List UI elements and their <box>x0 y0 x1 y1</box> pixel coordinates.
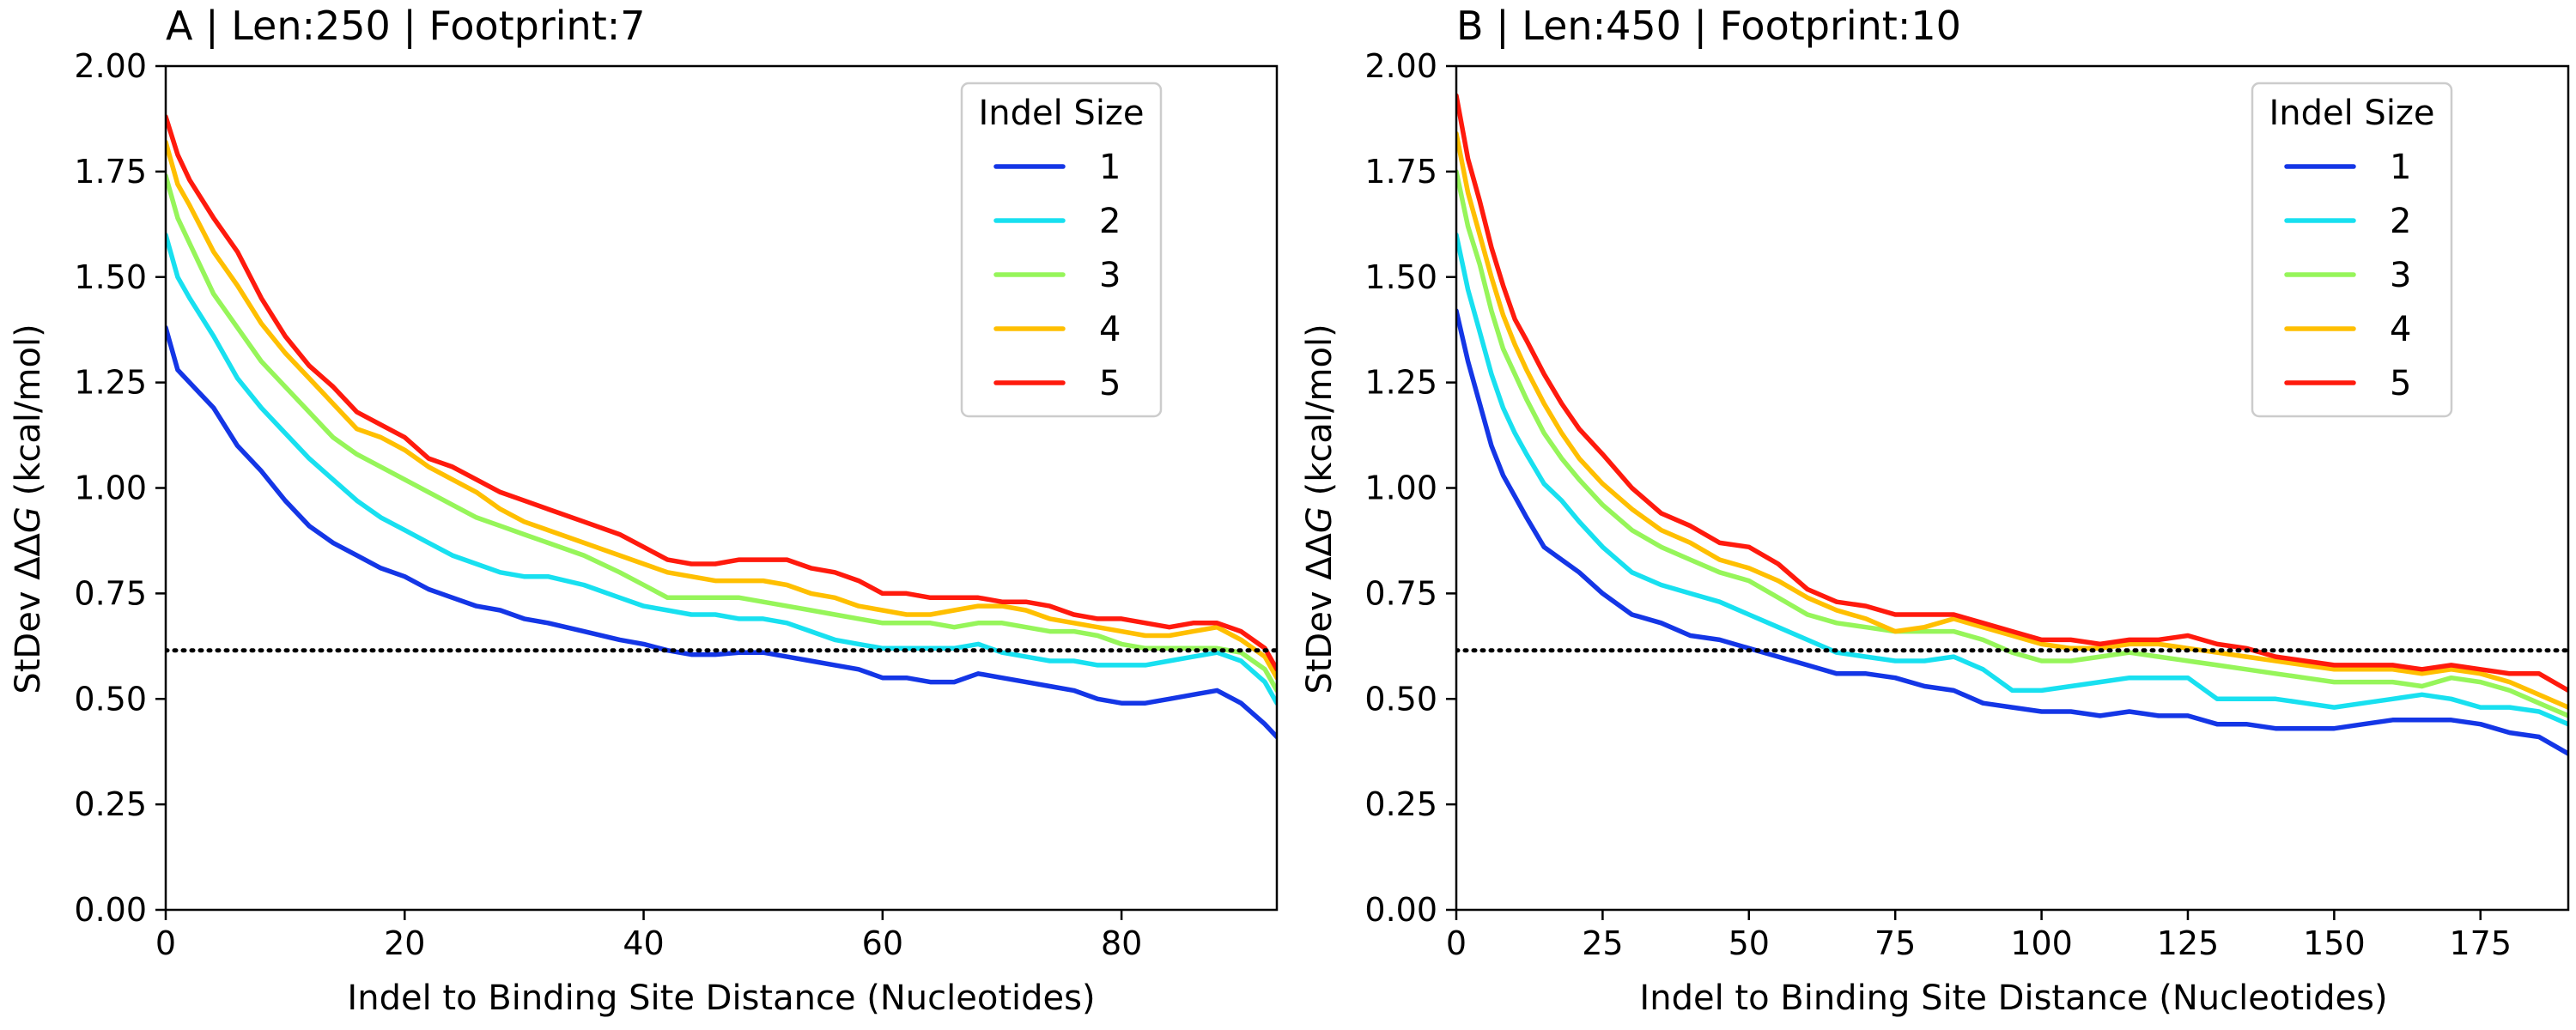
x-tick-label: 80 <box>1101 924 1142 962</box>
series-line-2 <box>166 232 1277 706</box>
y-tick-label: 1.25 <box>74 364 147 402</box>
y-tick-label: 0.75 <box>1364 574 1437 612</box>
legend-label: 3 <box>2390 256 2411 295</box>
chart-title: B | Len:450 | Footprint:10 <box>1456 3 1961 50</box>
axes-layer: 0 25 50 75 100 125 150 1750.000.250.500.751.001… <box>1364 47 2570 962</box>
series-line-3 <box>166 173 1277 694</box>
x-axis-label: Indel to Binding Site Distance (Nucleoti… <box>347 978 1095 1018</box>
y-axis-label-variable: G <box>9 506 48 533</box>
x-tick-label: 175 <box>2449 924 2512 962</box>
y-tick-label: 0.00 <box>74 891 147 929</box>
y-tick-label: 1.00 <box>1364 470 1437 507</box>
y-tick-label: 1.50 <box>1364 258 1437 296</box>
legend-label: 4 <box>2390 310 2411 349</box>
y-tick-label: 0.25 <box>74 785 147 823</box>
legend: Indel Size 1 2 3 4 5 <box>2251 82 2453 418</box>
legend-title: Indel Size <box>2269 94 2434 133</box>
y-tick-label: 1.75 <box>74 153 147 191</box>
y-axis-label-unit: (kcal/mol) <box>9 324 48 506</box>
series-line-5 <box>1456 93 2568 694</box>
y-tick-label: 1.75 <box>1364 153 1437 191</box>
legend-label: 1 <box>1099 148 1121 187</box>
x-tick-label: 60 <box>862 924 903 962</box>
x-tick-label: 150 <box>2303 924 2366 962</box>
x-tick-label: 0 <box>155 924 176 962</box>
legend-label: 4 <box>1099 310 1121 349</box>
x-tick-label: 20 <box>384 924 425 962</box>
x-tick-label: 40 <box>623 924 664 962</box>
series-line-4 <box>1456 130 2568 710</box>
legend-box <box>2251 82 2453 418</box>
series-line-2 <box>1456 232 2568 727</box>
y-tick-label: 1.00 <box>74 470 147 507</box>
y-tick-label: 2.00 <box>74 47 147 85</box>
legend-box <box>960 82 1163 418</box>
series-layer <box>1456 93 2568 756</box>
y-axis-label: StDev ΔΔG (kcal/mol) <box>9 324 48 694</box>
y-tick-label: 0.50 <box>1364 680 1437 718</box>
series-line-3 <box>1456 169 2568 718</box>
axes-layer: 0 20 40 60 80 0.00 0.25 0.50 0.75 1.00 1.25 1.50 1.7… <box>74 47 1279 962</box>
chart-panel-b: B | Len:450 | Footprint:10 0 25 50 75 100 125… <box>1300 3 2570 1018</box>
x-tick-label: 75 <box>1874 924 1916 962</box>
x-tick-label: 0 <box>1446 924 1467 962</box>
legend-title: Indel Size <box>978 94 1144 133</box>
legend-label: 5 <box>2390 364 2411 403</box>
series-line-4 <box>166 139 1277 681</box>
x-tick-label: 125 <box>2157 924 2220 962</box>
y-axis-label-variable: G <box>1300 506 1340 533</box>
legend-label: 1 <box>2390 148 2411 187</box>
legend: Indel Size 1 2 3 4 5 <box>960 82 1163 418</box>
y-tick-label: 0.75 <box>74 574 147 612</box>
x-tick-label: 25 <box>1582 924 1623 962</box>
y-axis-label-unit: (kcal/mol) <box>1300 324 1340 506</box>
legend-label: 5 <box>1099 364 1121 403</box>
y-tick-label: 1.50 <box>74 258 147 296</box>
chart-title: A | Len:250 | Footprint:7 <box>166 3 646 50</box>
chart-panel-a: A | Len:250 | Footprint:7 0 20 40 60 800.000… <box>9 3 1279 1018</box>
y-tick-label: 2.00 <box>1364 47 1437 85</box>
legend-label: 2 <box>1099 202 1121 241</box>
y-axis-label-prefix: StDev ΔΔ <box>1300 532 1340 694</box>
y-tick-label: 1.25 <box>1364 364 1437 402</box>
x-tick-label: 50 <box>1728 924 1770 962</box>
x-tick-label: 100 <box>2010 924 2073 962</box>
series-line-1 <box>166 324 1277 740</box>
x-axis-label: Indel to Binding Site Distance (Nucleoti… <box>1639 978 2387 1018</box>
y-tick-label: 0.25 <box>1364 785 1437 823</box>
series-layer <box>166 114 1277 740</box>
series-line-1 <box>1456 308 2568 756</box>
y-axis-label-prefix: StDev ΔΔ <box>9 532 48 694</box>
series-line-5 <box>166 114 1277 672</box>
legend-label: 3 <box>1099 256 1121 295</box>
legend-label: 2 <box>2390 202 2411 241</box>
y-tick-label: 0.50 <box>74 680 147 718</box>
y-tick-label: 0.00 <box>1364 891 1437 929</box>
y-axis-label: StDev ΔΔG (kcal/mol) <box>1300 324 1340 694</box>
